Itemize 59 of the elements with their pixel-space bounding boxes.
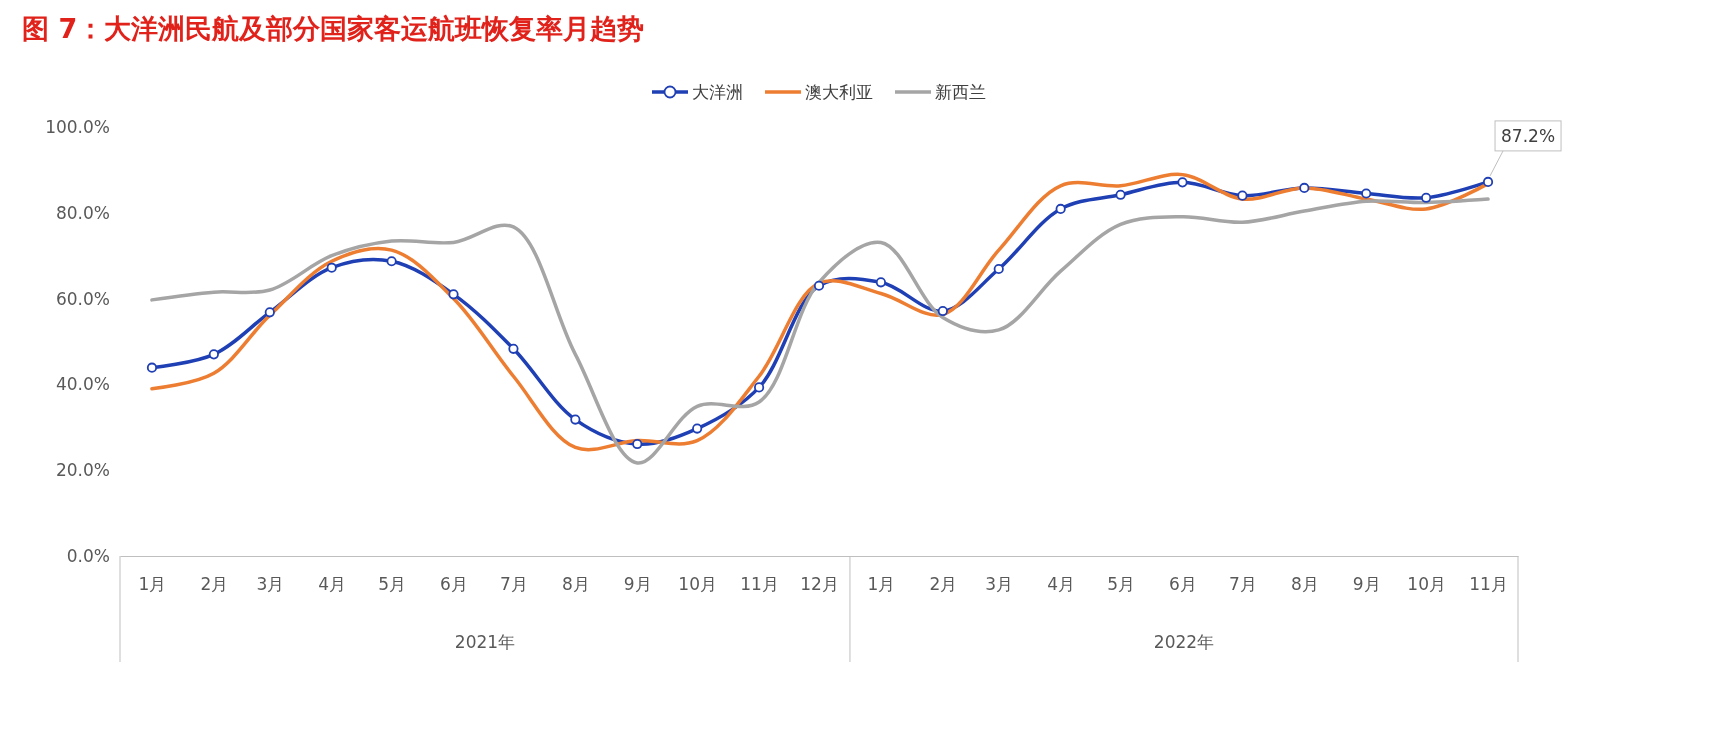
x-tick-label: 3月	[985, 574, 1014, 595]
point	[937, 305, 948, 317]
x-tick-label: 9月	[1352, 574, 1381, 595]
chart-title: 图 7：大洋洲民航及部分国家客运航班恢复率月趋势	[22, 13, 645, 44]
point	[1421, 192, 1432, 203]
x-tick-label: 7月	[1228, 574, 1257, 595]
point	[875, 277, 886, 288]
point	[386, 256, 397, 267]
point	[1361, 188, 1372, 199]
x-tick-label: 8月	[561, 574, 590, 595]
y-tick-label: 20.0%	[55, 460, 110, 481]
x-tick-label: 3月	[256, 574, 285, 595]
point	[508, 343, 519, 354]
x-tick-label: 11月	[1469, 574, 1508, 595]
y-tick-label: 40.0%	[55, 374, 110, 395]
point	[993, 263, 1004, 275]
point	[1115, 189, 1126, 200]
x-tick-label: 4月	[318, 574, 347, 595]
point	[448, 289, 459, 300]
x-tick-label: 5月	[378, 574, 407, 595]
x-tick-label: 10月	[1407, 574, 1446, 595]
x-tick-label: 2月	[200, 574, 229, 595]
point	[813, 280, 825, 291]
x-tick-label: 2月	[929, 574, 958, 595]
x-tick-label: 7月	[500, 574, 528, 595]
x-tick-label: 10月	[678, 574, 717, 595]
x-tick-label: 6月	[440, 574, 468, 595]
point	[326, 262, 337, 273]
x-tick-label: 6月	[1169, 574, 1197, 595]
point	[754, 382, 765, 393]
point	[692, 423, 703, 434]
point	[1177, 177, 1188, 188]
point	[146, 362, 158, 373]
point	[570, 414, 581, 425]
text: 2022年	[1153, 632, 1215, 652]
point	[1299, 182, 1310, 193]
point	[632, 438, 643, 450]
legend-label: 澳大利亚	[805, 82, 873, 102]
point	[1237, 190, 1248, 201]
legend-label: 新西兰	[935, 82, 986, 102]
point	[1055, 203, 1066, 215]
x-tick-label: 1月	[138, 574, 167, 595]
point	[1482, 176, 1494, 187]
y-tick-label: 100.0%	[45, 116, 110, 137]
point	[208, 349, 219, 360]
point	[264, 307, 275, 318]
legend-label: 大洋洲	[692, 82, 743, 102]
x-tick-label: 5月	[1107, 574, 1135, 595]
y-tick-label: 80.0%	[55, 202, 110, 223]
x-tick-label: 11月	[740, 574, 779, 595]
data-label: 87.2%	[1501, 125, 1556, 146]
x-tick-label: 1月	[867, 574, 896, 595]
x-tick-label: 8月	[1290, 574, 1319, 595]
x-tick-label: 4月	[1047, 574, 1076, 595]
x-tick-label: 12月	[800, 574, 839, 595]
y-tick-label: 60.0%	[55, 288, 110, 309]
y-tick-label: 0.0%	[66, 545, 110, 566]
x-tick-label: 9月	[623, 574, 652, 595]
text: 2021年	[454, 632, 516, 652]
